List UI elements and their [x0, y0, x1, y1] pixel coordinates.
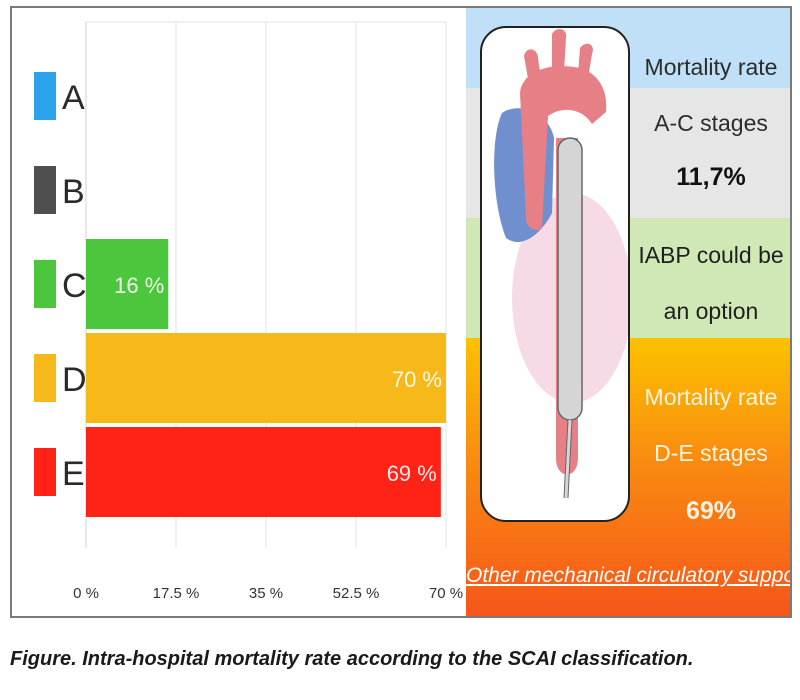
x-tick-label-4: 70 % — [429, 585, 463, 602]
bar-e — [86, 427, 441, 517]
bar-value-label-d: 70 % — [392, 367, 442, 392]
other-mcs-link[interactable]: Other mechanical circulatory supports? — [466, 564, 790, 587]
legend-swatch-b — [34, 166, 56, 214]
bar-value-label-c: 16 % — [114, 273, 164, 298]
balloon-catheter — [557, 137, 583, 421]
aortic-branches — [524, 29, 593, 90]
mortality-de-stages: D-E stages — [654, 440, 768, 466]
iabp-illustration — [480, 26, 630, 522]
x-tick-label-0: 0 % — [73, 585, 99, 602]
bar-chart: A B C 16 % D 70 % E 69 % 0 % 17.5 % 35 % 52.5 % 70 % — [34, 21, 463, 602]
mortality-de-label: Mortality rate — [644, 384, 778, 410]
legend-swatch-e — [34, 448, 56, 496]
legend-label-d: D — [62, 361, 87, 399]
mortality-de-value: 69% — [685, 497, 737, 525]
legend-label-e: E — [62, 455, 85, 493]
x-tick-label-3: 52.5 % — [333, 585, 380, 602]
iabp-label-line2: an option — [663, 298, 759, 324]
mortality-ac-stages: A-C stages — [654, 110, 768, 136]
legend-swatch-c — [34, 260, 56, 308]
mortality-ac-value: 11,7% — [676, 163, 746, 191]
x-tick-label-2: 35 % — [249, 585, 283, 602]
figure-caption: Figure. Intra-hospital mortality rate ac… — [10, 648, 694, 670]
aorta-shape — [520, 66, 607, 230]
bar-c — [86, 239, 169, 329]
legend-swatch-a — [34, 72, 56, 120]
bar-value-label-e: 69 % — [387, 461, 437, 486]
legend-swatch-d — [34, 354, 56, 402]
legend-label-a: A — [62, 79, 85, 117]
x-tick-label-1: 17.5 % — [153, 585, 200, 602]
legend-label-b: B — [62, 173, 85, 211]
mortality-ac-label: Mortality rate — [644, 54, 778, 80]
bar-d — [86, 333, 446, 423]
stage-summary-panel: Mortality rate A-C stages 11,7% IABP cou… — [466, 8, 790, 616]
iabp-label-line1: IABP could be — [638, 242, 784, 268]
figure-frame: A B C 16 % D 70 % E 69 % 0 % 17.5 % 35 % 52.5 % 70 %… — [10, 6, 792, 618]
legend-label-c: C — [62, 267, 87, 305]
